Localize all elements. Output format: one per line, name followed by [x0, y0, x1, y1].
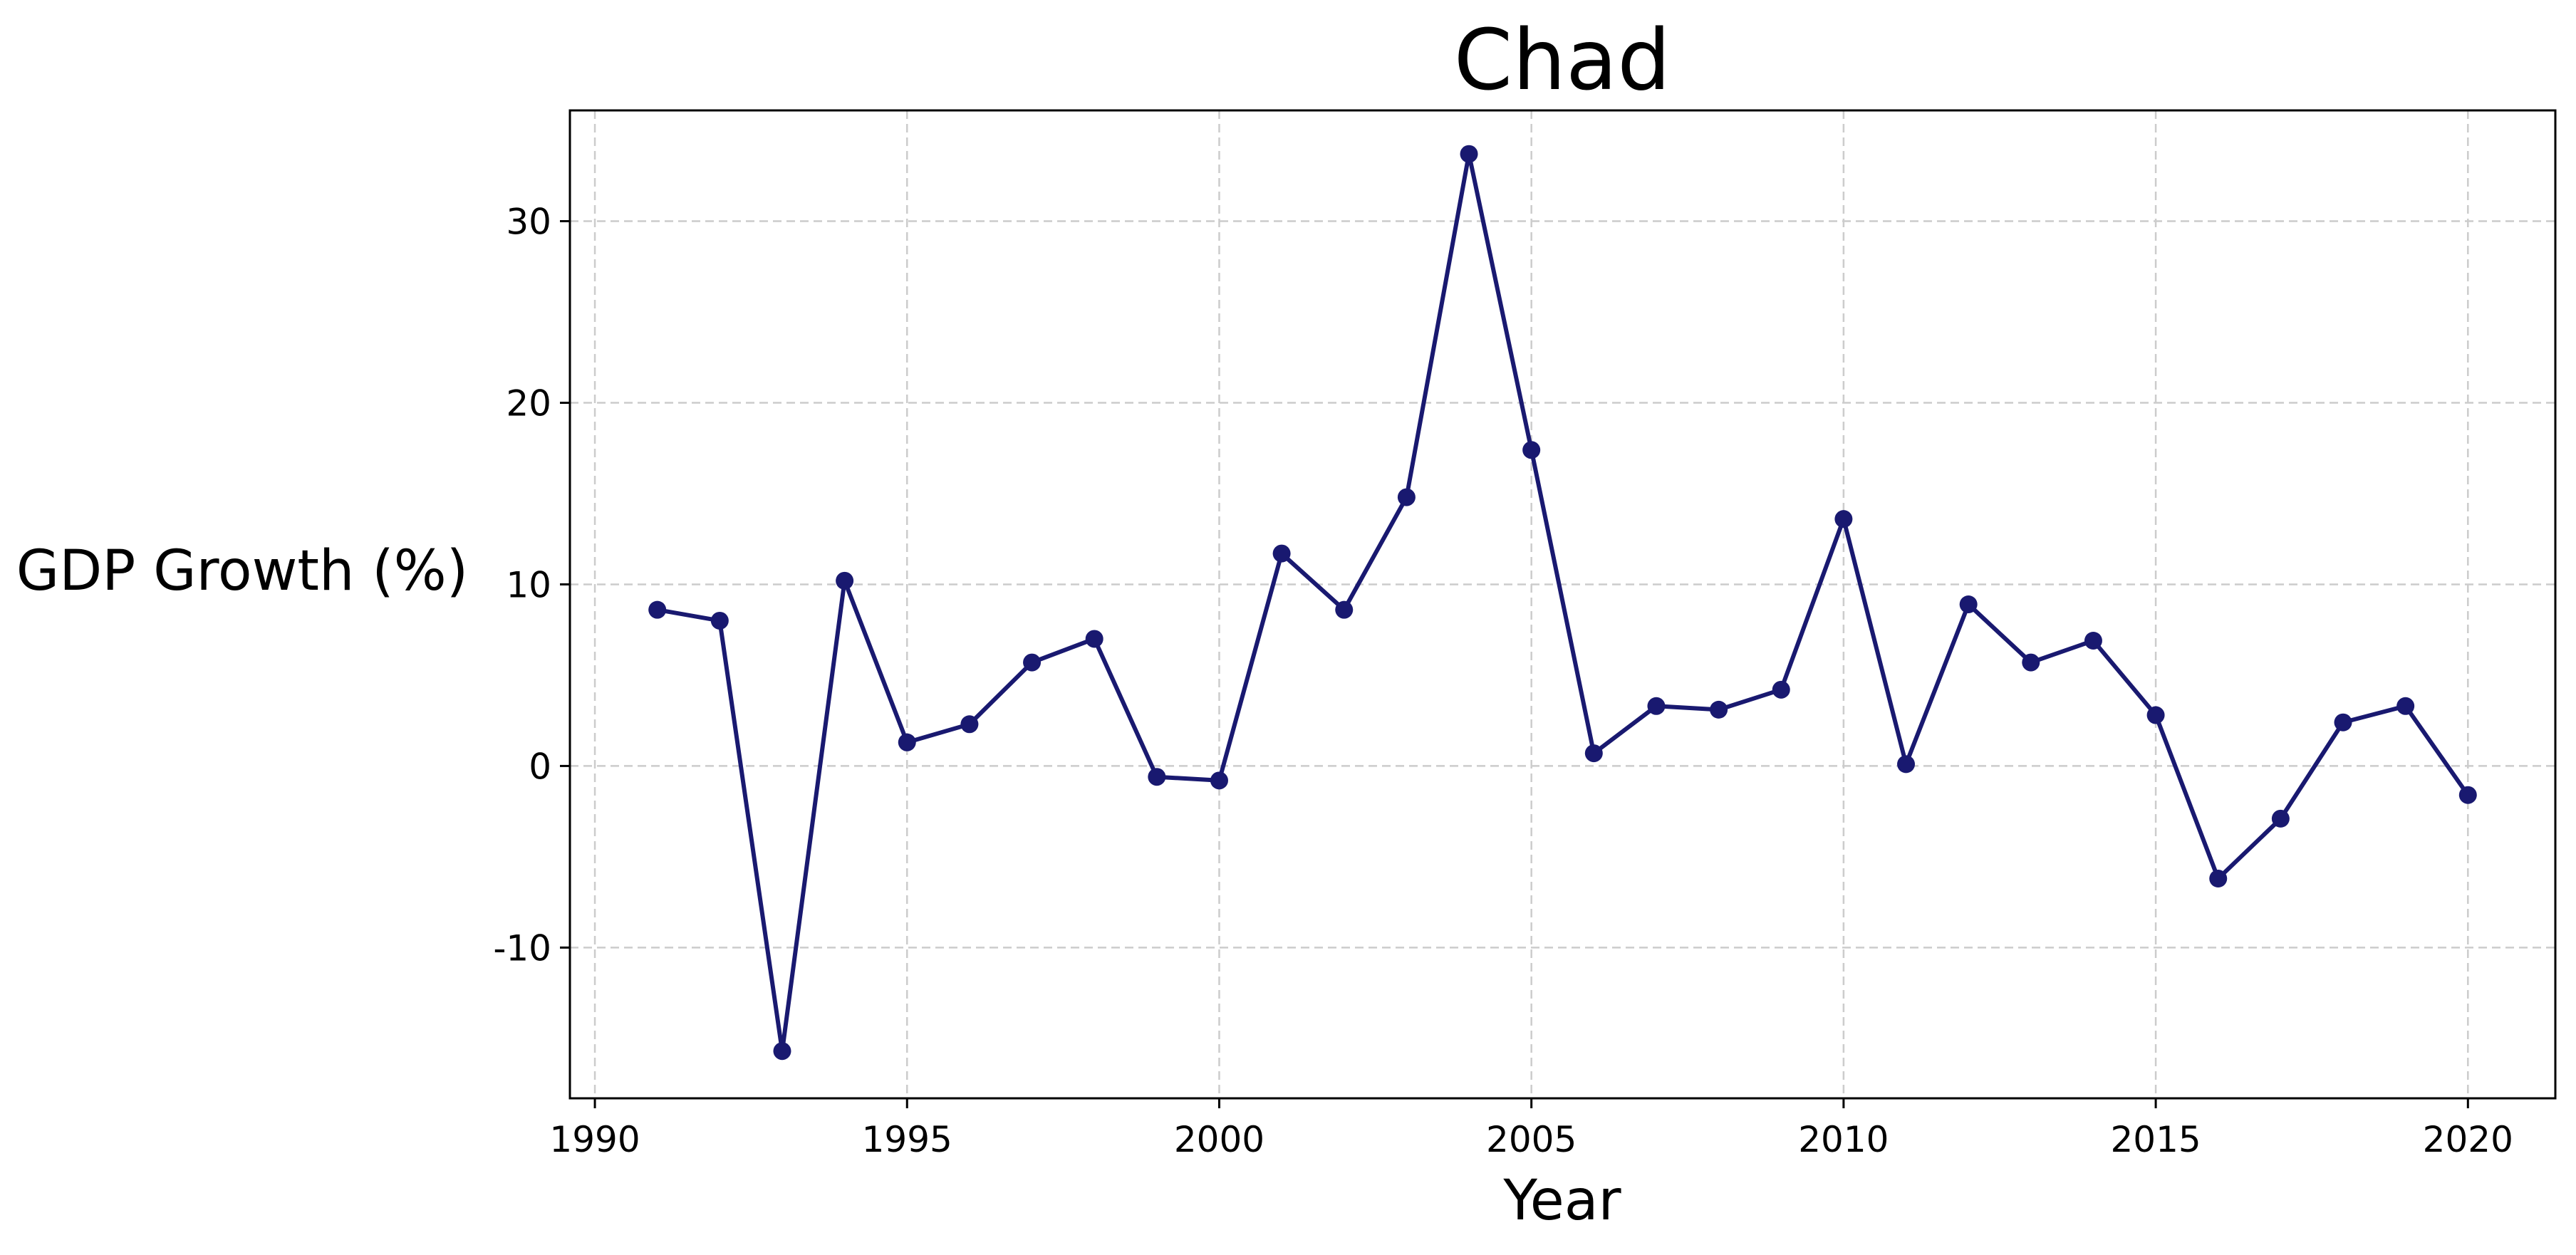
data-point: [1710, 700, 1728, 719]
data-point: [1335, 600, 1354, 619]
x-tick-label: 2005: [1486, 1119, 1577, 1160]
data-point: [1460, 145, 1478, 163]
data-point: [2396, 697, 2415, 715]
data-point: [2334, 713, 2352, 731]
grid: [570, 110, 2555, 1098]
data-point: [1085, 630, 1103, 648]
y-axis-label: GDP Growth (%): [16, 539, 468, 603]
x-axis-label: Year: [1502, 1169, 1621, 1233]
data-point: [1148, 768, 1166, 786]
x-tick-label: 1995: [862, 1119, 952, 1160]
chart-title: Chad: [1454, 11, 1671, 109]
data-point: [1023, 653, 1042, 672]
data-point: [1522, 441, 1541, 459]
data-point: [773, 1042, 791, 1061]
y-tick-label: 10: [506, 564, 551, 605]
data-point: [2084, 631, 2102, 650]
data-point: [2146, 706, 2165, 724]
data-point: [1584, 744, 1603, 763]
data-point: [2271, 809, 2290, 828]
data-point: [960, 715, 979, 734]
data-point: [898, 733, 916, 751]
data-point: [1834, 510, 1853, 528]
x-axis-ticks: 1990 1995 2000 2005 2010 2015 2020: [549, 1098, 2513, 1160]
data-point: [1210, 771, 1228, 790]
data-point: [2209, 869, 2228, 887]
data-point: [1772, 680, 1790, 699]
series-line-group: [657, 152, 2470, 1053]
data-point: [2458, 786, 2477, 804]
data-point: [1397, 488, 1416, 506]
data-point: [710, 611, 729, 630]
y-tick-label: 30: [506, 202, 551, 243]
x-tick-label: 2020: [2423, 1119, 2513, 1160]
data-points: [648, 145, 2477, 1061]
x-tick-label: 1990: [549, 1119, 640, 1160]
plot-frame: [568, 109, 2557, 1100]
x-tick-label: 2010: [1798, 1119, 1889, 1160]
x-tick-label: 2015: [2110, 1119, 2201, 1160]
y-tick-label: -10: [493, 927, 551, 969]
data-point: [2022, 653, 2040, 672]
y-tick-label: 0: [529, 746, 551, 787]
data-point: [1959, 595, 1978, 613]
data-point: [648, 600, 667, 619]
y-axis-ticks: -10 0 10 20 30: [493, 202, 570, 969]
data-point: [1272, 544, 1291, 563]
x-tick-label: 2000: [1174, 1119, 1264, 1160]
gdp-growth-line: [657, 152, 2470, 1053]
data-point: [836, 571, 854, 590]
y-tick-label: 20: [506, 382, 551, 424]
data-point: [1897, 755, 1916, 774]
data-point: [1647, 697, 1666, 715]
